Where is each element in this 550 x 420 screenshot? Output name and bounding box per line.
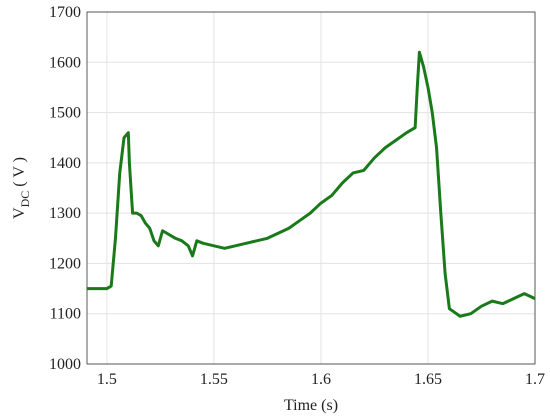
x-tick-label: 1.6 <box>311 371 331 388</box>
y-tick-label: 1400 <box>49 155 81 172</box>
y-label-sub: DC <box>18 191 32 208</box>
x-tick-label: 1.7 <box>525 371 545 388</box>
y-tick-label: 1500 <box>49 105 81 122</box>
y-tick-label: 1700 <box>49 4 81 21</box>
y-tick-label: 1300 <box>49 205 81 222</box>
x-axis-label: Time (s) <box>284 397 338 414</box>
y-axis-label-text: VDC ( V ) <box>11 157 32 219</box>
y-label-main: V <box>11 207 28 219</box>
x-tick-label: 1.55 <box>200 371 228 388</box>
y-label-unit: ( V ) <box>11 157 28 187</box>
y-tick-label: 1200 <box>49 255 81 272</box>
x-tick-label: 1.5 <box>97 371 117 388</box>
data-line <box>87 50 536 318</box>
y-tick-label: 1000 <box>49 356 81 373</box>
plot-frame <box>86 11 536 365</box>
x-tick-label: 1.65 <box>414 371 442 388</box>
y-tick-label: 1600 <box>49 54 81 71</box>
y-axis-label: VDC ( V ) <box>11 157 32 219</box>
y-tick-label: 1100 <box>50 306 81 323</box>
